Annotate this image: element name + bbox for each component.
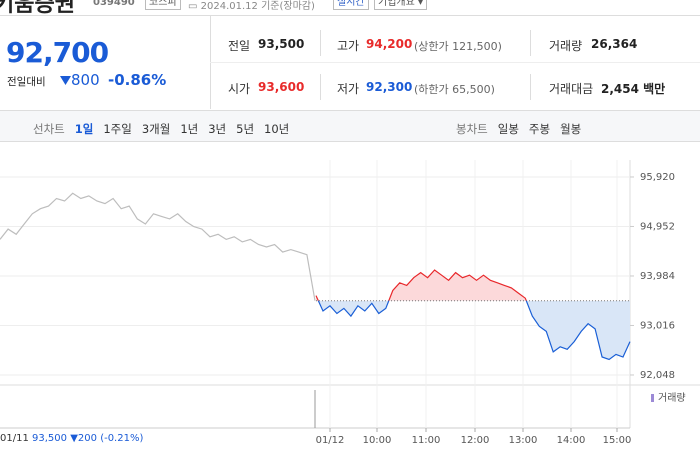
date-text: 2024.01.12 기준(장마감) xyxy=(200,1,315,12)
company-text[interactable]: 기업개요 xyxy=(378,0,415,8)
calendar-icon: ▭ xyxy=(188,1,201,12)
period-tab[interactable]: 3년 xyxy=(208,122,227,136)
change: 800 xyxy=(60,71,100,89)
tab-group-label: 선차트 xyxy=(33,122,65,136)
volume-legend: 거래량 xyxy=(658,392,686,404)
cell-note: (상한가 121,500) xyxy=(414,40,502,53)
cell-value: 93,600 xyxy=(258,80,305,94)
summary-rate: (-0.21%) xyxy=(100,433,144,444)
cell-label: 거래대금 xyxy=(549,82,594,96)
divider xyxy=(320,30,321,56)
period-tab[interactable]: 1일 xyxy=(74,122,94,136)
tab-group-label: 봉차트 xyxy=(456,122,488,136)
y-tick-label: 93,984 xyxy=(640,271,675,282)
x-tick-label: 11:00 xyxy=(412,435,441,446)
cell-label: 전일 xyxy=(228,39,251,53)
market-badge: 코스피 xyxy=(145,0,181,10)
cell-value: 2,454 백만 xyxy=(601,82,666,96)
period-tab[interactable]: 5년 xyxy=(236,122,255,136)
x-tick-label: 13:00 xyxy=(509,435,538,446)
candle-tab[interactable]: 일봉 xyxy=(497,122,519,136)
y-tick-label: 92,048 xyxy=(640,370,675,381)
candle-tab[interactable]: 월봉 xyxy=(560,122,582,136)
x-tick-label: 10:00 xyxy=(363,435,392,446)
period-tab[interactable]: 1주일 xyxy=(103,122,132,136)
current-price: 92,700 xyxy=(6,36,109,69)
cell-label: 저가 xyxy=(337,82,360,96)
summary-change: ▼200 (-0.21%) xyxy=(70,433,144,444)
divider xyxy=(210,62,700,63)
divider xyxy=(0,15,700,16)
candle-tabs: 봉차트 일봉 주봉 월봉 xyxy=(456,118,591,137)
price-line-up xyxy=(315,269,527,301)
volume-legend-icon xyxy=(651,394,654,402)
down-icon xyxy=(60,76,71,85)
up-area xyxy=(316,270,630,301)
date: ▭ 2024.01.12 기준(장마감) xyxy=(188,0,315,12)
down-area xyxy=(318,300,630,360)
y-tick-label: 95,920 xyxy=(640,172,675,183)
divider xyxy=(530,74,531,100)
cell-label: 고가 xyxy=(337,39,360,53)
prev-summary: 01/11 93,500 ▼200 (-0.21%) xyxy=(0,433,143,444)
tab-bar xyxy=(0,110,700,142)
x-tick-label: 15:00 xyxy=(603,435,632,446)
summary-price: 93,500 xyxy=(32,433,68,444)
period-tab[interactable]: 10년 xyxy=(264,122,290,136)
stock-name: 키움증권 xyxy=(0,0,75,17)
price-line-down xyxy=(317,300,631,361)
cell-label: 시가 xyxy=(228,82,251,96)
stock-code: 039490 xyxy=(93,0,135,8)
divider xyxy=(320,74,321,100)
line-tabs: 선차트 1일 1주일 3개월 1년 3년 5년 10년 xyxy=(33,118,299,137)
company-button[interactable]: 기업개요 ▾ xyxy=(374,0,428,10)
y-tick-label: 94,952 xyxy=(640,221,675,232)
cell-value: 93,500 xyxy=(258,37,305,51)
cell-value: 92,300 xyxy=(366,80,413,94)
x-tick-label: 01/12 xyxy=(316,435,345,446)
x-tick-label: 14:00 xyxy=(557,435,586,446)
y-tick-label: 93,016 xyxy=(640,320,675,331)
period-tab[interactable]: 1년 xyxy=(180,122,199,136)
change-label: 전일대비 xyxy=(7,76,46,88)
cell-value: 94,200 xyxy=(366,37,413,51)
period-tab[interactable]: 3개월 xyxy=(141,122,171,136)
x-tick-label: 12:00 xyxy=(461,435,490,446)
cell-note: (하한가 65,500) xyxy=(414,83,495,96)
candle-tab[interactable]: 주봉 xyxy=(528,122,551,136)
change-value: 800 xyxy=(71,71,100,89)
divider xyxy=(530,30,531,56)
change-rate: -0.86% xyxy=(108,71,167,89)
summary-date: 01/11 xyxy=(0,433,29,444)
price-line xyxy=(0,192,316,301)
cell-label: 거래량 xyxy=(549,39,583,53)
realtime-button[interactable]: 실시간 xyxy=(333,0,369,10)
cell-value: 26,364 xyxy=(591,37,638,51)
summary-change-value: 200 xyxy=(77,433,97,444)
